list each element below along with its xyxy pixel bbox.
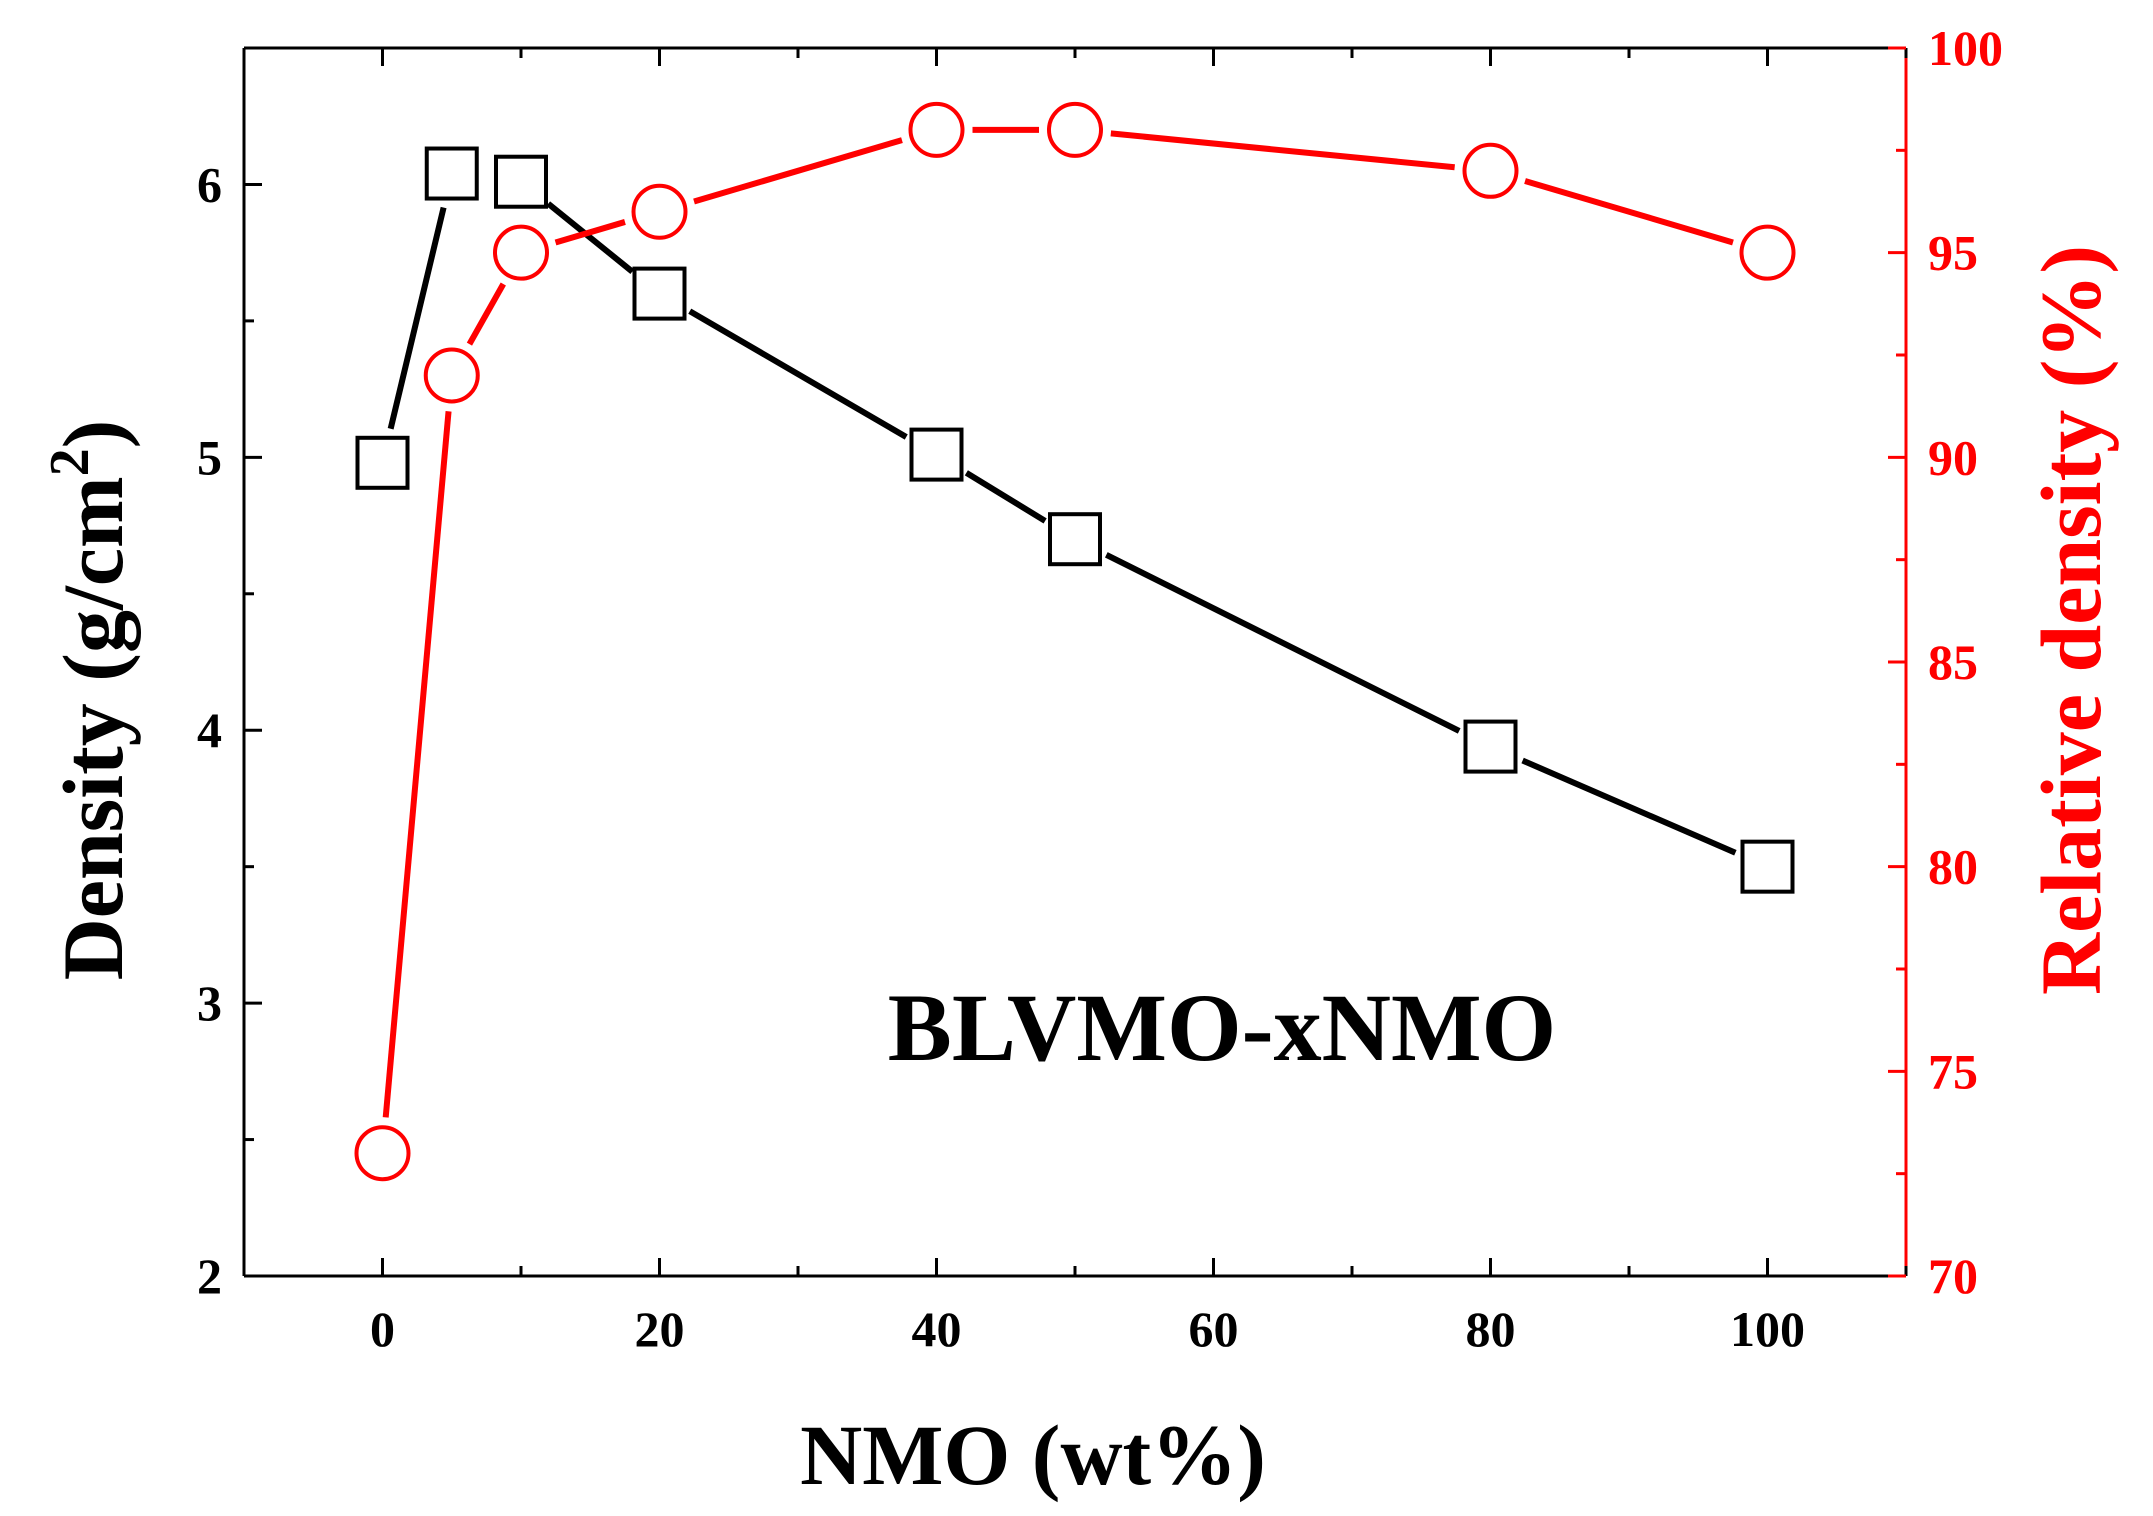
- y-axis-left-title-sup: 2: [39, 448, 101, 476]
- y-right-tick-label: 75: [1928, 1043, 1978, 1099]
- series-line-segment: [693, 137, 903, 205]
- circle-marker: [631, 183, 688, 240]
- x-tick-label: 60: [1189, 1301, 1239, 1357]
- circle-marker: [354, 1125, 411, 1182]
- y-left-tick-label: 4: [197, 702, 222, 758]
- x-tick-label: 0: [370, 1301, 395, 1357]
- y-axis-left-title-close: ): [45, 420, 141, 449]
- square-marker: [632, 266, 687, 321]
- y-left-tick-label: 5: [197, 429, 222, 485]
- y-left-tick-label: 3: [197, 975, 222, 1031]
- series-line-segment: [466, 282, 506, 346]
- series-relative-density: [354, 101, 1796, 1182]
- y-right-tick-label: 90: [1928, 429, 1978, 485]
- square-marker: [424, 146, 479, 201]
- series-density: [355, 146, 1795, 894]
- series-line-segment: [1104, 552, 1461, 734]
- x-tick-label: 40: [912, 1301, 962, 1357]
- y-right-tick-label: 95: [1928, 225, 1978, 281]
- series-layer: [354, 101, 1796, 1182]
- series-line-segment: [554, 219, 626, 246]
- x-tick-label: 100: [1730, 1301, 1805, 1357]
- series-line-segment: [387, 206, 447, 430]
- y-axis-left-title: Density (g/cm2): [39, 420, 141, 981]
- series-line-segment: [964, 470, 1047, 524]
- series-line-segment: [1110, 130, 1455, 171]
- square-marker: [1740, 839, 1795, 894]
- x-tick-label: 20: [635, 1301, 685, 1357]
- circle-marker: [1739, 224, 1796, 281]
- y-left-tick-label: 6: [197, 156, 222, 212]
- circle-marker: [423, 347, 480, 404]
- circle-marker: [1047, 101, 1103, 158]
- circle-marker: [1462, 142, 1519, 199]
- axes-layer: 0 20 40 60 80 100 2 3 4 5 6 70 75 80 85 90 95 100: [197, 20, 2003, 1357]
- y-right-tick-label: 70: [1928, 1248, 1978, 1304]
- circle-marker: [908, 101, 965, 158]
- square-marker: [355, 435, 410, 490]
- series-line-segment: [1521, 757, 1737, 856]
- square-marker: [909, 427, 964, 482]
- y-axis-left-title-main: Density (g/cm: [45, 476, 141, 980]
- y-right-tick-label: 100: [1928, 20, 2003, 76]
- square-marker: [1048, 512, 1102, 567]
- series-line-segment: [1524, 178, 1734, 246]
- y-axis-right-title: Relative density (%): [2023, 245, 2119, 995]
- circle-marker: [493, 224, 549, 281]
- series-line-segment: [382, 411, 452, 1118]
- y-right-tick-label: 80: [1928, 839, 1978, 895]
- y-right-tick-label: 85: [1928, 634, 1978, 690]
- y-left-tick-label: 2: [197, 1248, 222, 1304]
- series-line-segment: [546, 201, 635, 274]
- x-tick-label: 80: [1466, 1301, 1516, 1357]
- square-marker: [494, 154, 548, 209]
- square-marker: [1463, 719, 1518, 774]
- series-line-segment: [688, 308, 908, 440]
- x-axis-title: NMO (wt%): [800, 1407, 1266, 1503]
- chart-annotation: BLVMO-xNMO: [888, 974, 1556, 1081]
